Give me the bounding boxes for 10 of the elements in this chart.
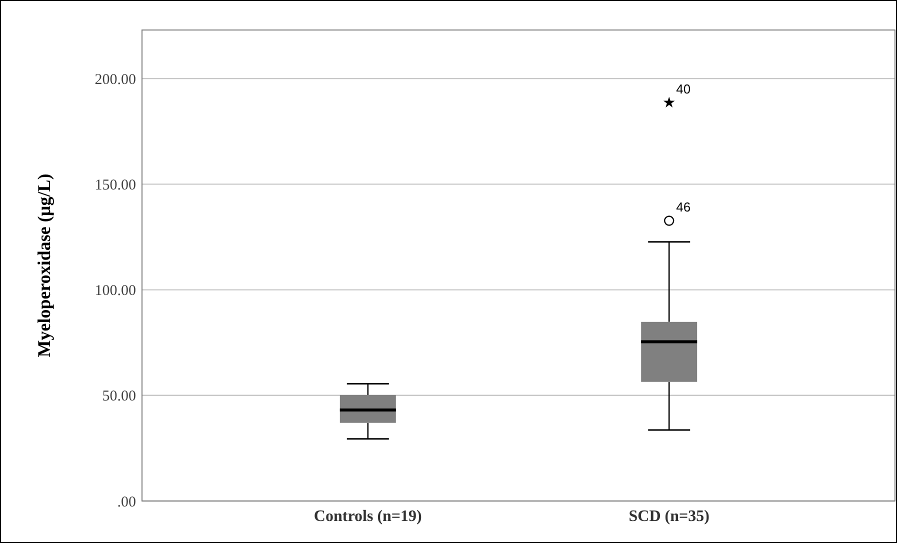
y-axis-title: Myeloperoxidase (µg/L) — [34, 174, 54, 358]
y-tick-label: 150.00 — [94, 177, 136, 194]
x-tick-label: SCD (n=35) — [628, 508, 710, 525]
annotation: 46 — [676, 200, 691, 215]
y-tick-label: .00 — [117, 494, 136, 510]
x-tick-label: Controls (n=19) — [314, 508, 422, 525]
annotation: 40 — [676, 82, 691, 97]
y-tick-label: 100.00 — [94, 283, 136, 300]
y-tick-label: 200.00 — [94, 72, 136, 88]
y-tick-label: 50.00 — [102, 388, 136, 405]
